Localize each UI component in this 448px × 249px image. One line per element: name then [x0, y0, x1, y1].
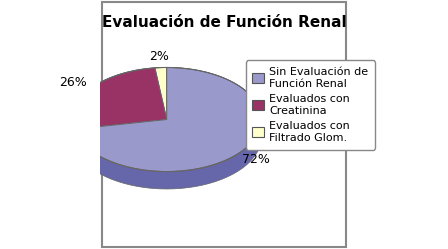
Legend: Sin Evaluación de
Función Renal, Evaluados con
Creatinina, Evaluados con
Filtrad: Sin Evaluación de Función Renal, Evaluad… [246, 60, 375, 150]
FancyBboxPatch shape [102, 2, 346, 247]
Polygon shape [72, 68, 155, 147]
Text: 72%: 72% [242, 153, 270, 167]
Polygon shape [72, 68, 167, 129]
Polygon shape [74, 67, 261, 189]
Text: Evaluación de Función Renal: Evaluación de Función Renal [102, 15, 346, 30]
Polygon shape [155, 67, 167, 85]
Text: 26%: 26% [60, 76, 87, 89]
Polygon shape [155, 67, 167, 120]
Text: 2%: 2% [150, 50, 169, 63]
Polygon shape [74, 67, 261, 172]
